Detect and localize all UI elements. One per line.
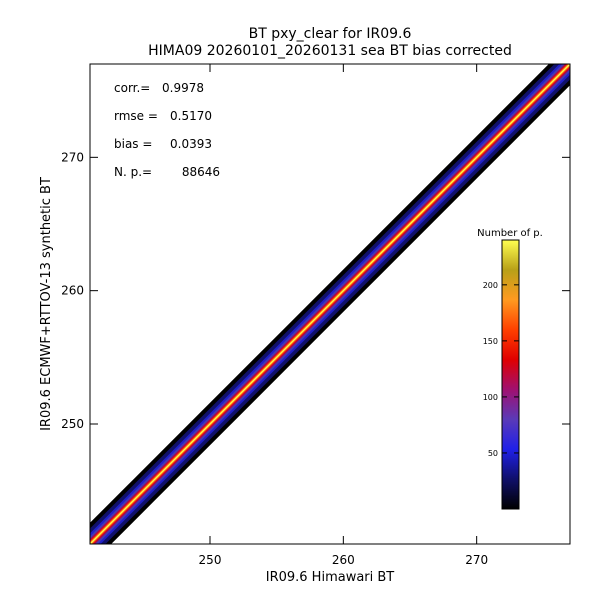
chart-subtitle: HIMA09 20260101_20260131 sea BT bias cor… <box>148 43 512 59</box>
colorbar-tick-label: 200 <box>483 281 498 290</box>
stat-label: corr.= <box>114 81 150 95</box>
y-tick-label: 250 <box>61 417 84 431</box>
plot-frame <box>89 63 571 545</box>
x-axis-label: IR09.6 Himawari BT <box>266 570 395 585</box>
colorbar-title: Number of p. <box>477 228 543 239</box>
colorbar-tick-label: 100 <box>483 393 498 402</box>
colorbar-tick-label: 50 <box>488 449 498 458</box>
x-axis: 250 260 270 <box>199 64 488 567</box>
colorbar: Number of p. 50 100 150 200 <box>477 228 543 510</box>
x-tick-label: 250 <box>199 553 222 567</box>
stat-label: rmse = <box>114 109 158 123</box>
stat-value: 0.0393 <box>170 137 212 151</box>
stats-box: corr.= 0.9978 rmse = 0.5170 bias = 0.0393 N. p… <box>114 81 220 179</box>
stat-value: 0.9978 <box>162 81 204 95</box>
stat-label: N. p.= <box>114 165 152 179</box>
density-band <box>90 64 570 544</box>
y-tick-label: 270 <box>61 150 84 164</box>
chart-title: BT pxy_clear for IR09.6 <box>249 26 412 42</box>
stat-value: 88646 <box>182 165 220 179</box>
stat-label: bias = <box>114 137 152 151</box>
x-tick-label: 260 <box>332 553 355 567</box>
x-tick-label: 270 <box>465 553 488 567</box>
y-axis: 250 260 270 <box>61 150 570 431</box>
density-layer-7 <box>90 64 570 544</box>
y-axis-label: IR09.6 ECMWF+RTTOV-13 synthetic BT <box>39 177 54 431</box>
y-tick-label: 260 <box>61 284 84 298</box>
colorbar-tick-label: 150 <box>483 337 498 346</box>
stat-value: 0.5170 <box>170 109 212 123</box>
colorbar-bar <box>501 239 520 510</box>
